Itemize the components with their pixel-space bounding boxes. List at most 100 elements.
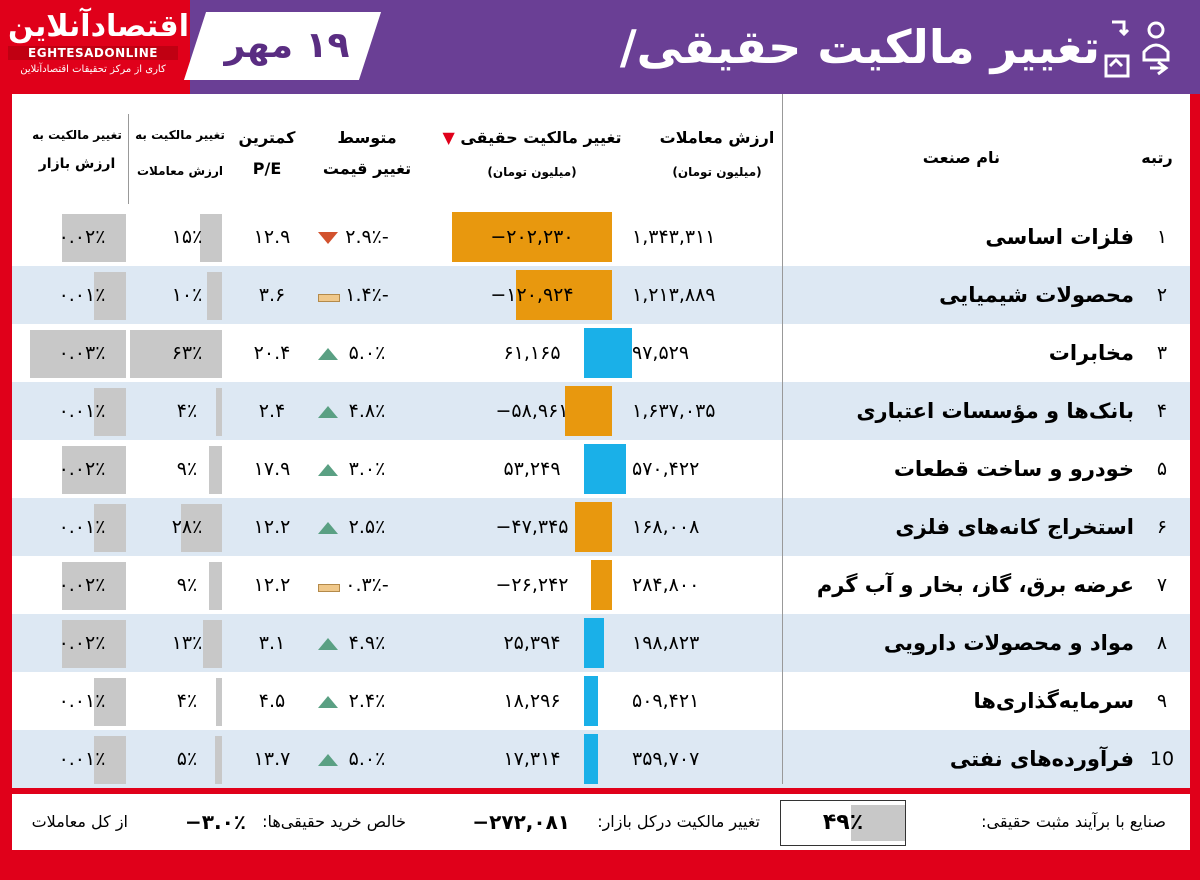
logo-english: EGHTESADONLINE (8, 46, 178, 60)
net-buy-value: −۳.۰٪ (185, 810, 246, 834)
triangle-up-icon (318, 406, 338, 418)
row-rank: ۹ (1156, 690, 1168, 712)
row-avg-price-change: ۲.۵٪ (348, 516, 386, 538)
row-min-pe: ۳.۱ (258, 632, 286, 654)
row-value-share: ۶۳٪ (171, 342, 203, 364)
triangle-down-icon (318, 232, 338, 244)
value-share-bar (209, 562, 222, 610)
change-bar-positive (584, 618, 604, 668)
table-row: ۱ فلزات اساسی ۱,۳۴۳,۳۱۱ −۲۰۲,۲۳۰ -۲.۹٪ ۱۲.۹ ۱۵… (12, 208, 1190, 266)
row-market-share: ۰.۰۱٪ (58, 690, 106, 712)
row-rank: ۷ (1156, 574, 1168, 596)
sort-desc-icon[interactable]: ▼ (442, 128, 455, 147)
net-buy-label: خالص خرید حقیقی‌ها: (262, 812, 406, 831)
row-trade-value: ۱۶۸,۰۰۸ (632, 516, 700, 538)
row-rank: ۲ (1156, 284, 1168, 306)
value-share-bar (200, 214, 222, 262)
value-share-bar (216, 388, 222, 436)
col-change: تغییر مالکیت حقیقی ▼ (میلیون تومان) (442, 128, 622, 179)
row-ownership-change: −۴۷,۳۴۵ (495, 516, 569, 538)
flat-bar-icon (318, 584, 340, 592)
col-market-share: تغییر مالکیت به ارزش بازار (32, 128, 122, 172)
triangle-up-icon (318, 464, 338, 476)
row-ownership-change: ۶۱,۱۶۵ (503, 342, 561, 364)
row-ownership-change: ۲۵,۳۹۴ (503, 632, 561, 654)
change-bar-positive (584, 444, 626, 494)
row-min-pe: ۱۲.۹ (253, 226, 291, 248)
row-ownership-change: ۱۸,۲۹۶ (503, 690, 561, 712)
row-value-share: ۲۸٪ (171, 516, 203, 538)
row-industry-name: فلزات اساسی (985, 225, 1134, 249)
change-bar-positive (584, 676, 598, 726)
row-value-share: ۱۳٪ (171, 632, 203, 654)
change-bar-negative (575, 502, 612, 552)
table-row: ۸ مواد و محصولات دارویی ۱۹۸,۸۲۳ ۲۵,۳۹۴ ۴.۹٪ ۳… (12, 614, 1190, 672)
row-min-pe: ۲.۴ (258, 400, 286, 422)
row-avg-price-change: ۵.۰٪ (348, 342, 386, 364)
row-market-share: ۰.۰۱٪ (58, 748, 106, 770)
row-min-pe: ۴.۵ (258, 690, 286, 712)
col-value: ارزش معاملات (میلیون تومان) (659, 128, 775, 179)
change-bar-positive (584, 328, 632, 378)
row-rank: ۳ (1156, 342, 1168, 364)
row-ownership-change: −۵۸,۹۶۱ (495, 400, 569, 422)
change-bar-negative (591, 560, 612, 610)
value-share-bar (203, 620, 222, 668)
row-value-share: ۵٪ (176, 748, 198, 770)
change-bar-negative (452, 212, 612, 262)
row-trade-value: ۳۵۹,۷۰۷ (632, 748, 700, 770)
market-share-bar (62, 620, 126, 668)
row-rank: ۵ (1156, 458, 1168, 480)
value-share-bar (216, 678, 222, 726)
row-trade-value: ۱,۲۱۳,۸۸۹ (632, 284, 716, 306)
row-market-share: ۰.۰۱٪ (58, 400, 106, 422)
row-market-share: ۰.۰۲٪ (58, 632, 106, 654)
row-trade-value: ۲۸۴,۸۰۰ (632, 574, 700, 596)
col-avg-change: متوسط تغییر قیمت (322, 128, 412, 178)
change-bar-positive (584, 734, 598, 784)
col-value-share: تغییر مالکیت به ارزش معاملات (135, 128, 225, 178)
flat-bar-icon (318, 294, 340, 302)
row-avg-price-change: ۵.۰٪ (348, 748, 386, 770)
row-ownership-change: −۱۲۰,۹۲۴ (490, 284, 574, 306)
row-industry-name: فرآورده‌های نفتی (949, 747, 1134, 771)
row-min-pe: ۱۷.۹ (253, 458, 291, 480)
date-label: ۱۹ مهر (224, 25, 350, 66)
row-rank: ۴ (1156, 400, 1168, 422)
table-row: ۳ مخابرات ۹۷,۵۲۹ ۶۱,۱۶۵ ۵.۰٪ ۲۰.۴ ۶۳٪ ۰.۰۳٪ (12, 324, 1190, 382)
row-market-share: ۰.۰۱٪ (58, 516, 106, 538)
market-share-bar (62, 214, 126, 262)
row-avg-price-change: ۴.۸٪ (348, 400, 386, 422)
row-industry-name: محصولات شیمیایی (939, 283, 1134, 307)
row-market-share: ۰.۰۲٪ (58, 458, 106, 480)
value-share-bar (209, 446, 222, 494)
logo-text: اقتصادآنلاین (8, 9, 189, 44)
table-row: ۴ بانک‌ها و مؤسسات اعتباری ۱,۶۳۷,۰۳۵ −۵۸,۹۶… (12, 382, 1190, 440)
row-trade-value: ۵۷۰,۴۲۲ (632, 458, 700, 480)
row-market-share: ۰.۰۲٪ (58, 574, 106, 596)
col-min-pe: کمترین P/E (238, 128, 296, 178)
market-change-value: −۲۷۲,۰۸۱ (472, 810, 570, 834)
logo-subtitle: کاری از مرکز تحقیقات اقتصادآنلاین (20, 64, 166, 75)
change-bar-negative (516, 270, 612, 320)
col-industry: نام صنعت (922, 148, 1000, 167)
market-share-bar (94, 504, 126, 552)
row-market-share: ۰.۰۳٪ (58, 342, 106, 364)
table-row: ۹ سرمایه‌گذاری‌ها ۵۰۹,۴۲۱ ۱۸,۲۹۶ ۲.۴٪ ۴.۵ ۴٪ ۰.… (12, 672, 1190, 730)
row-ownership-change: ۱۷,۳۱۴ (503, 748, 561, 770)
value-share-bar (215, 736, 222, 784)
row-rank: ۶ (1156, 516, 1168, 538)
row-value-share: ۴٪ (176, 690, 198, 712)
row-trade-value: ۵۰۹,۴۲۱ (632, 690, 700, 712)
row-trade-value: ۱۹۸,۸۲۳ (632, 632, 700, 654)
row-min-pe: ۳.۶ (258, 284, 286, 306)
value-share-bar (181, 504, 222, 552)
row-industry-name: بانک‌ها و مؤسسات اعتباری (856, 399, 1134, 423)
row-avg-price-change: -۲.۹٪ (345, 226, 389, 248)
row-value-share: ۹٪ (176, 458, 198, 480)
row-value-share: ۴٪ (176, 400, 198, 422)
triangle-up-icon (318, 638, 338, 650)
triangle-up-icon (318, 696, 338, 708)
row-value-share: ۱۵٪ (171, 226, 203, 248)
row-industry-name: استخراج کانه‌های فلزی (895, 515, 1134, 539)
